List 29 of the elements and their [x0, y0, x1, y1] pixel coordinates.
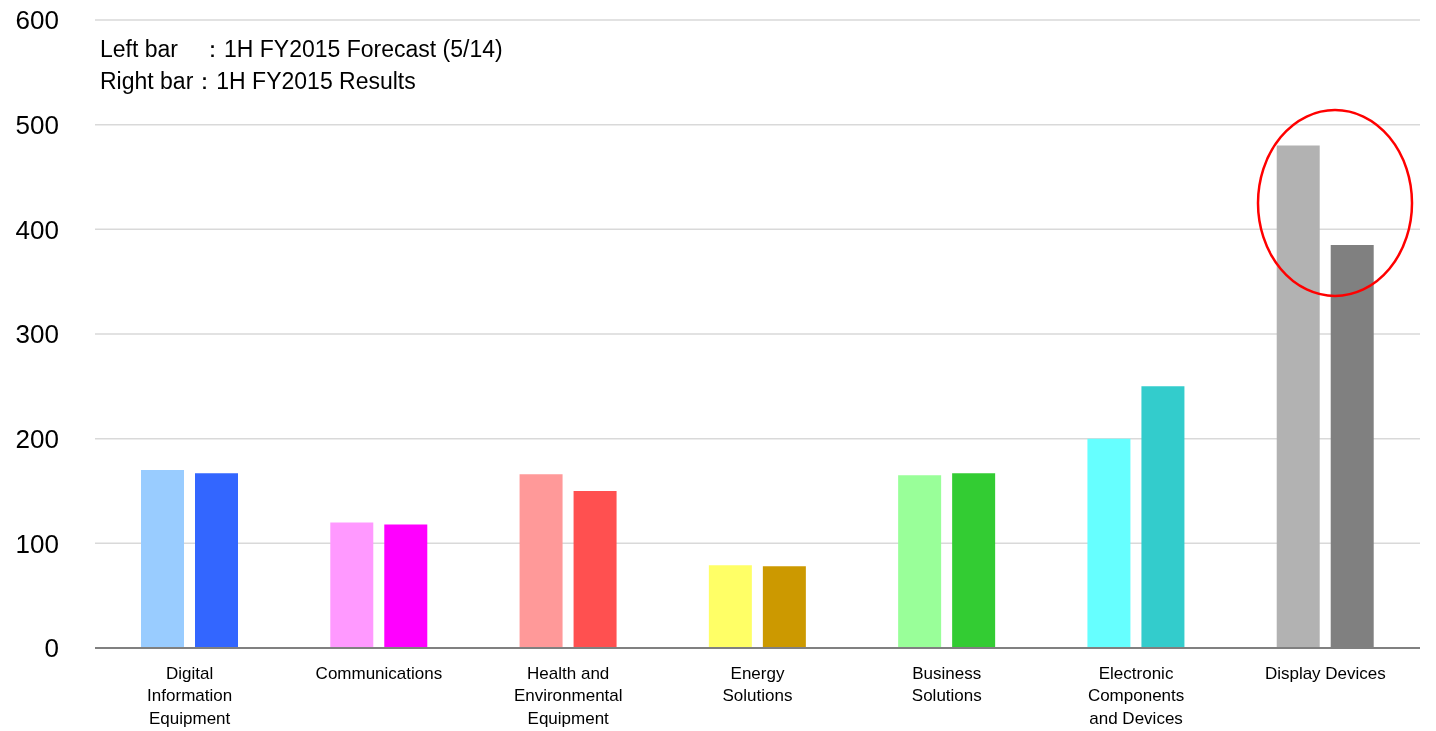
- x-tick-label: Display Devices: [1264, 664, 1386, 684]
- y-tick-label: 100: [15, 528, 59, 559]
- x-tick-label: Health and Environmental Equipment: [513, 664, 623, 728]
- y-tick-label: 0: [44, 633, 59, 664]
- bar: [195, 473, 238, 648]
- x-tick-label: Business Solutions: [911, 664, 982, 706]
- x-tick-label: Electronic Components and Devices: [1087, 664, 1185, 728]
- y-tick-label: 600: [15, 5, 59, 36]
- y-tick-label: 500: [15, 109, 59, 140]
- bar: [519, 474, 563, 648]
- bar: [573, 491, 617, 648]
- bar: [330, 522, 374, 648]
- y-tick-label: 400: [15, 214, 59, 245]
- bar: [384, 524, 428, 648]
- y-tick-label: 200: [15, 423, 59, 454]
- bar: [141, 470, 184, 648]
- annotation: Left bar ：1H FY2015 Forecast (5/14): [100, 35, 503, 64]
- x-tick-label: Digital Information Equipment: [147, 664, 233, 728]
- bar: [952, 473, 996, 648]
- bar: [898, 475, 942, 648]
- bar: [708, 565, 752, 648]
- y-tick-label: 300: [15, 319, 59, 350]
- annotation: Right bar：1H FY2015 Results: [100, 67, 416, 96]
- x-tick-label: Communications: [315, 664, 443, 684]
- bar: [1141, 386, 1185, 648]
- bar: [762, 566, 806, 648]
- bar: [1276, 145, 1320, 648]
- bar: [1087, 438, 1131, 648]
- x-tick-label: Energy Solutions: [722, 664, 793, 706]
